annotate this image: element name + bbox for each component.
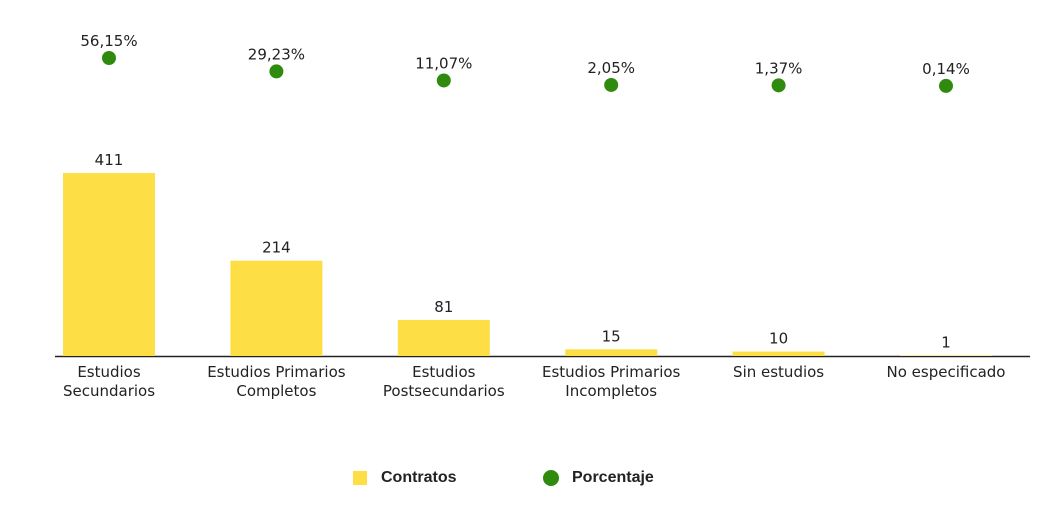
x-tick-label: Sin estudios — [733, 363, 825, 381]
dot — [436, 73, 451, 88]
dot — [771, 78, 786, 93]
bar-label: 214 — [262, 239, 291, 257]
dot-label: 0,14% — [922, 60, 970, 78]
x-tick-label: Estudios Primarios Completos — [207, 363, 346, 400]
bar-label: 1 — [941, 334, 951, 352]
legend-swatch — [543, 470, 559, 486]
bar-label: 15 — [602, 327, 621, 345]
bar — [732, 351, 825, 356]
bar-label: 411 — [95, 151, 124, 169]
legend-swatch — [353, 471, 367, 485]
x-tick-label: No especificado — [886, 363, 1006, 381]
dot — [939, 78, 953, 93]
dot — [604, 77, 619, 92]
bar — [565, 349, 658, 356]
dot-label: 1,37% — [755, 59, 803, 77]
dot — [102, 51, 116, 65]
bar — [397, 319, 490, 356]
bar — [230, 260, 323, 356]
bar-label: 81 — [434, 298, 453, 316]
dot — [269, 64, 284, 79]
x-tick-label: Estudios Secundarios — [62, 363, 156, 400]
x-tick-label: Estudios Postsecundarios — [382, 363, 505, 400]
x-tick-label: Estudios Primarios Incompletos — [541, 363, 681, 400]
dot-label: 56,15% — [80, 32, 137, 50]
legend-label: Contratos — [381, 469, 457, 486]
legend-label: Porcentaje — [572, 469, 654, 486]
dot-label: 11,07% — [415, 54, 472, 72]
dot-label: 2,05% — [587, 59, 635, 77]
bar-label: 10 — [769, 330, 788, 348]
dot-label: 29,23% — [248, 45, 305, 63]
bar — [63, 173, 155, 356]
